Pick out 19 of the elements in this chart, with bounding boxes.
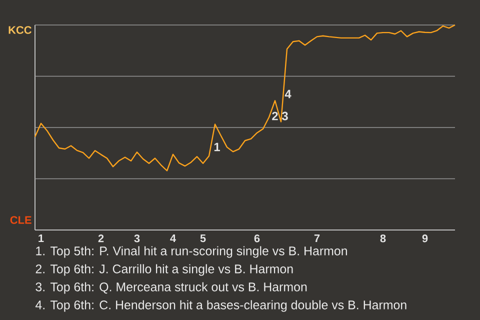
annotation: 1 bbox=[214, 142, 220, 152]
x-tick-label: 3 bbox=[134, 234, 140, 242]
x-tick-label: 8 bbox=[380, 234, 386, 242]
text: 1. Top 5th: P. Vinal hit a run-scoring single vs B. Harmon bbox=[36, 246, 347, 258]
x-tick-label: 6 bbox=[254, 234, 260, 242]
x-tick-label: 7 bbox=[314, 234, 320, 242]
annotation: 4 bbox=[284, 90, 292, 98]
text: 2. Top 6th: J. Carrillo hit a single vs B. Harmon bbox=[36, 264, 293, 276]
text: CLE bbox=[10, 216, 32, 224]
x-tick-label: 2 bbox=[98, 234, 104, 242]
x-tick-label: 5 bbox=[200, 234, 206, 242]
text: 3. Top 6th: Q. Merceana struck out vs B. Harmon bbox=[36, 282, 307, 294]
x-tick-label: 9 bbox=[422, 234, 428, 242]
x-tick-label: 4 bbox=[170, 234, 176, 242]
text: KCC bbox=[8, 26, 32, 34]
annotation: 2 bbox=[272, 112, 278, 120]
x-tick-label: 1 bbox=[38, 234, 44, 242]
text: 4. Top 6th: C. Henderson hit a bases-clearing double vs B. Harmon bbox=[35, 300, 406, 312]
annotation: 3 bbox=[282, 112, 288, 120]
